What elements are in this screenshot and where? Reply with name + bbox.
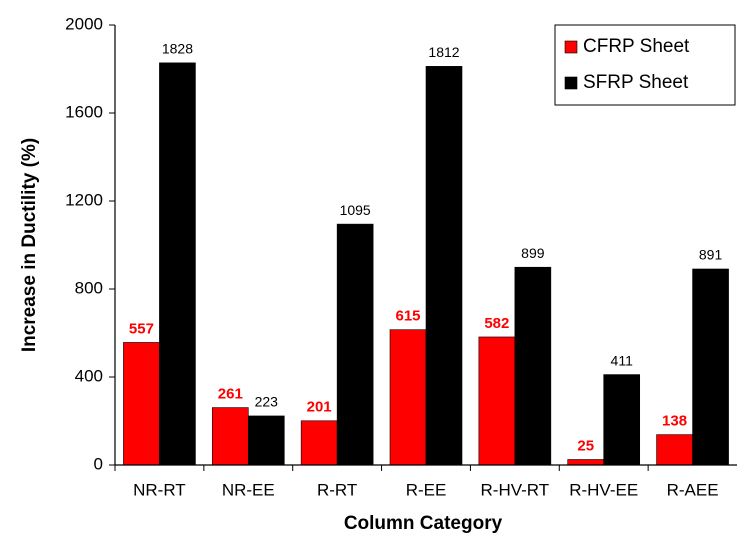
- data-label: 223: [255, 394, 279, 410]
- x-tick-label: R-RT: [317, 480, 357, 499]
- data-label: 201: [307, 399, 332, 416]
- y-tick-label: 1200: [65, 190, 103, 209]
- x-tick-label: R-HV-EE: [569, 480, 638, 499]
- x-tick-label: NR-RT: [133, 480, 186, 499]
- bar: [211, 407, 249, 466]
- legend-swatch: [564, 76, 578, 90]
- data-label: 582: [484, 315, 509, 332]
- y-tick-label: 800: [75, 278, 103, 297]
- x-tick-label: R-HV-RT: [481, 480, 550, 499]
- data-label: 1828: [162, 41, 193, 57]
- bar: [300, 420, 338, 466]
- bar: [159, 62, 196, 466]
- data-label: 411: [611, 352, 634, 368]
- y-axis-title: Increase in Ductility (%): [19, 138, 40, 352]
- bar: [425, 66, 463, 466]
- y-tick-label: 1600: [65, 102, 103, 121]
- bar: [656, 434, 693, 466]
- bar: [247, 415, 285, 466]
- data-label: 615: [395, 308, 420, 325]
- x-tick-label: R-EE: [406, 480, 447, 499]
- bar: [336, 223, 374, 466]
- data-label: 891: [699, 247, 723, 263]
- x-axis-title: Column Category: [344, 513, 503, 534]
- bar: [514, 266, 552, 466]
- bar: [567, 459, 605, 466]
- data-label: 1095: [340, 202, 371, 218]
- legend-label: CFRP Sheet: [583, 36, 690, 57]
- legend-label: SFRP Sheet: [583, 72, 689, 93]
- bar: [692, 268, 729, 466]
- x-tick-label: R-AEE: [667, 480, 719, 499]
- bar: [603, 374, 641, 466]
- data-label: 138: [662, 413, 687, 430]
- legend-box: [554, 24, 736, 106]
- bar: [478, 336, 516, 466]
- x-tick-label: NR-EE: [222, 480, 275, 499]
- bar: [389, 329, 427, 466]
- data-label: 899: [521, 245, 545, 261]
- data-label: 25: [577, 437, 594, 454]
- y-tick-label: 0: [94, 454, 103, 473]
- legend-swatch: [564, 40, 578, 54]
- data-label: 557: [129, 320, 154, 337]
- data-label: 1812: [428, 44, 459, 60]
- bar: [123, 342, 160, 466]
- data-label: 261: [218, 386, 243, 403]
- y-tick-label: 400: [75, 366, 103, 385]
- y-tick-label: 2000: [65, 14, 103, 33]
